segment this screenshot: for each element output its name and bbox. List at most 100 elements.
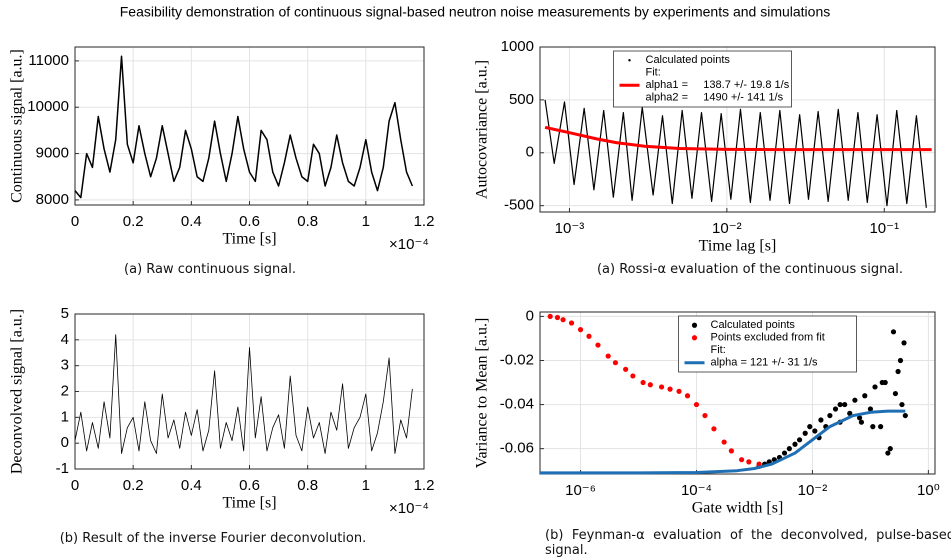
data-point	[786, 446, 792, 452]
y-tick-label: 3	[61, 357, 69, 374]
data-point	[890, 329, 897, 335]
data-point	[847, 410, 853, 416]
plot-frame	[539, 311, 936, 475]
y-tick-label: 8000	[36, 191, 69, 208]
data-point	[756, 461, 762, 467]
data-point	[878, 424, 884, 430]
x-tick-label: 10⁰	[917, 482, 940, 499]
data-point	[892, 390, 899, 397]
x-tick-label: 1	[362, 477, 370, 494]
fit-line	[544, 125, 932, 152]
data-point	[867, 406, 874, 412]
y-tick-label: 0	[526, 307, 534, 324]
x-multiplier: ×10⁻⁴	[389, 500, 429, 517]
caption: (a) Raw continuous signal.	[124, 262, 296, 277]
legend-note: alpha1 = 138.7 +/- 19.8 1/s	[646, 79, 790, 91]
y-tick-label: 1	[61, 408, 69, 425]
y-tick-label: 0	[526, 144, 534, 161]
legend-note: alpha = 121 +/- 31 1/s	[711, 357, 819, 369]
caption: (b) Feynman-α evaluation of the deconvol…	[545, 528, 951, 558]
y-tick-label: -0.02	[500, 351, 534, 368]
legend-label: Fit:	[646, 67, 661, 79]
x-tick-label: 0.8	[297, 477, 318, 494]
data-point	[807, 424, 813, 430]
legend-box	[613, 50, 792, 108]
data-point	[577, 327, 584, 333]
data-point	[568, 320, 575, 326]
x-tick-label: 0.2	[123, 477, 144, 494]
x-axis-label: Time [s]	[222, 495, 276, 512]
data-point	[852, 397, 858, 403]
legend-marker	[628, 59, 631, 62]
data-point	[872, 384, 878, 390]
data-point	[711, 426, 717, 432]
legend-note: alpha2 = 1490 +/- 141 1/s	[646, 92, 784, 104]
data-point	[870, 424, 876, 430]
data-point	[547, 313, 553, 320]
plot-frame	[74, 46, 425, 206]
y-tick-label: -1	[56, 460, 69, 477]
plot-frame	[74, 313, 425, 470]
y-tick-label: -500	[504, 197, 534, 214]
data-point	[676, 388, 682, 394]
x-multiplier: ×10⁻⁴	[389, 236, 429, 253]
y-tick-label: 0	[61, 434, 69, 451]
data-point	[560, 317, 566, 323]
legend-marker	[691, 322, 698, 328]
caption: (a) Rossi-α evaluation of the continuous…	[596, 262, 904, 277]
data-point	[897, 357, 904, 364]
y-axis-label: Continuous signal [a.u.]	[9, 49, 26, 203]
legend-label: Calculated points	[646, 54, 731, 66]
data-point	[895, 368, 901, 375]
data-point	[812, 428, 818, 434]
data-point	[647, 382, 653, 388]
x-tick-label: 10⁻⁶	[565, 482, 596, 499]
x-tick-label: 1.2	[414, 477, 435, 494]
y-tick-label: -0.04	[500, 396, 534, 413]
data-point	[887, 446, 893, 452]
legend-box	[678, 315, 857, 373]
x-axis-label: Time [s]	[222, 231, 276, 248]
x-tick-label: 0	[71, 213, 79, 230]
data-line	[74, 334, 413, 454]
x-axis-label: Gate width [s]	[692, 500, 784, 517]
y-tick-label: 10000	[27, 98, 69, 115]
x-tick-label: 0.2	[123, 213, 144, 230]
data-line	[74, 55, 414, 199]
fit-line	[540, 409, 906, 475]
data-point	[879, 379, 885, 386]
data-point	[827, 412, 833, 419]
x-axis-label: Time lag [s]	[699, 238, 777, 255]
data-point	[595, 342, 601, 348]
y-tick-label: -0.06	[500, 440, 534, 457]
data-point	[728, 448, 734, 454]
x-tick-label: 1.2	[414, 213, 435, 230]
x-tick-label: 10⁻¹	[869, 220, 899, 237]
data-line	[544, 99, 927, 208]
data-point	[640, 379, 646, 386]
data-point	[885, 450, 891, 456]
plot-frame	[539, 46, 936, 213]
data-point	[902, 412, 908, 419]
data-point	[818, 417, 824, 423]
data-point	[554, 314, 561, 321]
data-point	[746, 459, 752, 465]
figure-title: Feasibility demonstration of continuous …	[120, 4, 831, 20]
y-axis-label: Variance to Mean [a.u.]	[474, 318, 491, 469]
caption: (b) Result of the inverse Fourier deconv…	[59, 531, 367, 546]
y-tick-label: 500	[509, 91, 534, 108]
y-tick-label: 9000	[36, 145, 69, 162]
data-point	[623, 366, 629, 372]
x-tick-label: 10⁻³	[555, 220, 585, 237]
data-point	[684, 393, 691, 399]
data-point	[586, 333, 592, 339]
y-tick-label: 4	[61, 331, 69, 348]
legend-label: Calculated points	[711, 319, 796, 331]
x-tick-label: 10⁻⁴	[681, 482, 712, 499]
legend-label: Points excluded from fit	[711, 332, 825, 344]
data-point	[796, 437, 803, 443]
data-point	[738, 457, 745, 463]
data-point	[837, 401, 843, 408]
